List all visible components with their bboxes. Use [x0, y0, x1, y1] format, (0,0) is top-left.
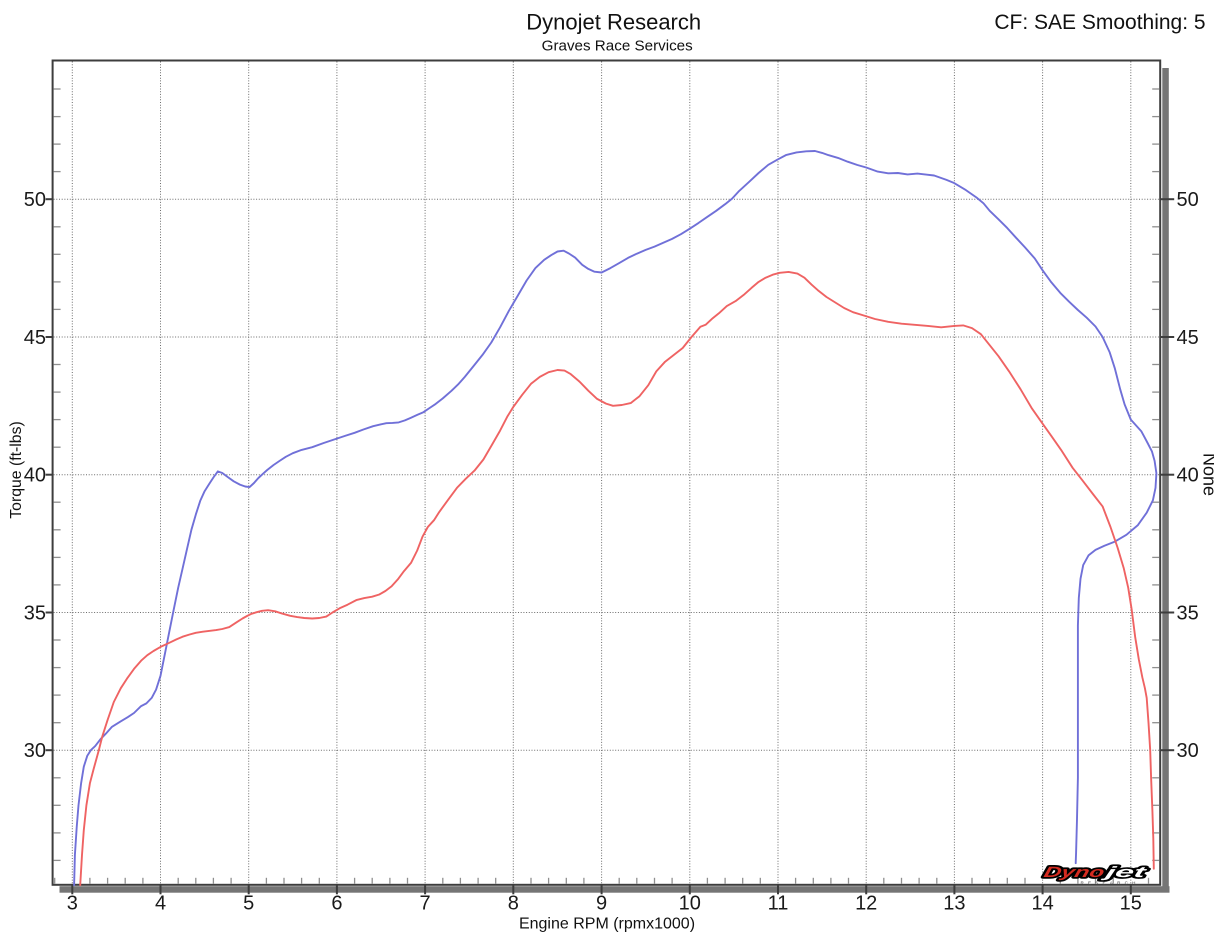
svg-text:None: None [1200, 453, 1214, 496]
svg-text:35: 35 [24, 603, 46, 625]
svg-text:6: 6 [331, 893, 342, 915]
svg-text:40: 40 [24, 465, 46, 487]
svg-text:40: 40 [1177, 465, 1199, 487]
svg-text:7: 7 [420, 893, 431, 915]
svg-text:Engine RPM (rpmx1000): Engine RPM (rpmx1000) [519, 916, 695, 933]
svg-text:3: 3 [67, 893, 78, 915]
svg-text:9: 9 [596, 893, 607, 915]
svg-text:50: 50 [1177, 189, 1199, 211]
svg-text:30: 30 [1177, 740, 1199, 762]
svg-text:45: 45 [24, 327, 46, 349]
svg-text:45: 45 [1177, 327, 1199, 349]
svg-text:8: 8 [508, 893, 519, 915]
svg-text:30: 30 [24, 740, 46, 762]
svg-text:5: 5 [243, 893, 254, 915]
svg-text:RESEARCH: RESEARCH [1081, 881, 1140, 886]
svg-text:35: 35 [1177, 603, 1199, 625]
svg-text:14: 14 [1031, 893, 1053, 915]
svg-text:13: 13 [943, 893, 965, 915]
svg-text:Dyno: Dyno [1042, 864, 1106, 881]
svg-text:50: 50 [24, 189, 46, 211]
svg-text:Dynojet Research: Dynojet Research [526, 10, 701, 35]
svg-text:12: 12 [855, 893, 877, 915]
svg-text:Graves Race Services: Graves Race Services [542, 38, 693, 55]
svg-text:4: 4 [155, 893, 166, 915]
svg-text:11: 11 [768, 893, 789, 915]
svg-text:Torque (ft-lbs): Torque (ft-lbs) [8, 421, 25, 518]
svg-text:jet: jet [1100, 864, 1150, 881]
svg-text:CF: SAE Smoothing: 5: CF: SAE Smoothing: 5 [994, 11, 1205, 34]
svg-text:15: 15 [1120, 893, 1142, 915]
svg-text:10: 10 [679, 893, 701, 915]
